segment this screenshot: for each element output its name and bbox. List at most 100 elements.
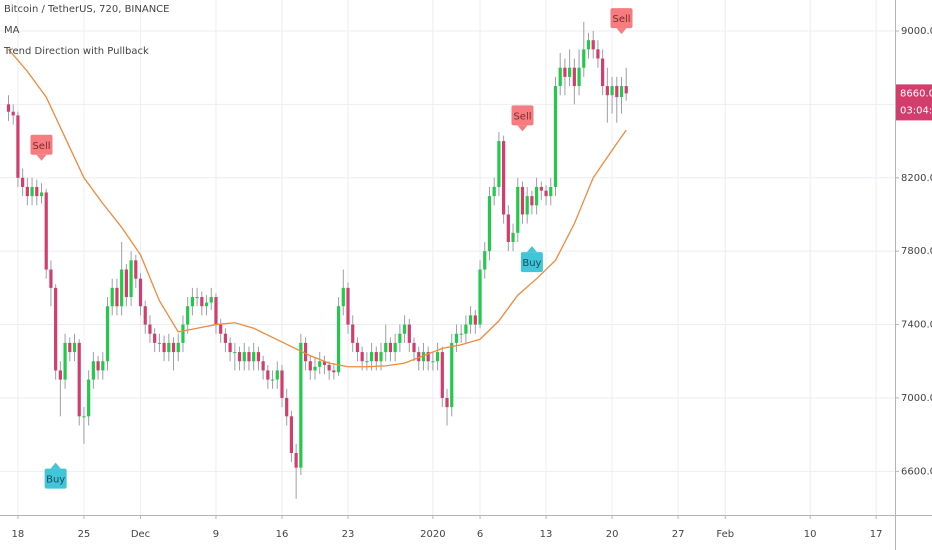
candle-body — [25, 186, 29, 197]
candle-body — [336, 306, 341, 373]
candle-body — [351, 324, 355, 343]
candle-body — [190, 297, 194, 307]
candle-body — [223, 333, 228, 343]
x-tick-label: 6 — [477, 529, 483, 540]
signal-arrow — [36, 154, 47, 161]
candle-body — [68, 342, 72, 353]
candle-body — [374, 352, 378, 362]
candle-body — [511, 232, 515, 242]
candle-body — [525, 196, 529, 215]
candle-body — [16, 115, 20, 178]
candle-body — [261, 361, 265, 371]
candle-body — [402, 324, 407, 334]
signal-arrow — [616, 28, 627, 35]
candle-body — [549, 186, 553, 197]
candle-body — [289, 416, 294, 453]
candle-body — [624, 86, 628, 94]
y-tick-label: 8200.00 — [901, 173, 932, 184]
candle-body — [200, 297, 204, 307]
candle-body — [360, 352, 364, 362]
candle-body — [582, 49, 586, 68]
candle-body — [568, 67, 572, 77]
candle-body — [473, 315, 477, 325]
candle-body — [6, 104, 11, 112]
x-tick-label: Dec — [131, 529, 150, 540]
candle-body — [39, 192, 44, 197]
candle-body — [440, 352, 444, 398]
candle-body — [209, 297, 213, 303]
candle-body — [148, 324, 152, 334]
candle-body — [82, 416, 86, 418]
plot: Sell Buy Sell Buy Sell — [6, 8, 633, 499]
ma-line — [7, 48, 627, 368]
candle-body — [431, 361, 435, 363]
candle-body — [105, 306, 110, 362]
candle-body — [143, 306, 147, 325]
candle-body — [586, 40, 591, 50]
y-tick-label: 7400.00 — [901, 320, 932, 331]
signal-label: Sell — [612, 14, 630, 25]
grid — [0, 0, 895, 515]
candle-body — [252, 352, 256, 362]
candle-body — [388, 342, 393, 353]
candle-body — [577, 67, 581, 87]
candle-body — [478, 269, 482, 325]
signal-box — [44, 468, 67, 489]
candle-body — [520, 186, 525, 215]
candle-body — [72, 342, 77, 353]
price-countdown: 03:04:12 — [900, 105, 932, 116]
candle-body — [530, 196, 534, 206]
candle-body — [167, 342, 171, 353]
candle-body — [294, 452, 298, 468]
candle-body — [242, 352, 246, 362]
signal-box — [520, 252, 543, 273]
x-tick-label: 17 — [870, 529, 883, 540]
candle-body — [204, 302, 209, 307]
candle-body — [464, 324, 468, 334]
candle-body — [87, 379, 91, 417]
candle-body — [77, 342, 81, 417]
candle-body — [610, 86, 614, 96]
signal-label: Buy — [46, 475, 65, 486]
candle-body — [233, 352, 237, 354]
x-tick-label: 25 — [78, 529, 91, 540]
candle-body — [615, 86, 619, 98]
candle-body — [219, 324, 223, 334]
candle-body — [134, 260, 138, 279]
signal-label: Sell — [32, 141, 50, 152]
candle-body — [153, 333, 157, 343]
candle-body — [421, 352, 426, 362]
y-tick-label: 9000.00 — [901, 26, 932, 37]
candle-body — [275, 370, 279, 380]
candle-body — [228, 342, 232, 353]
indicator-label: MA — [4, 25, 20, 36]
candle-body — [483, 251, 487, 270]
x-tick-label: 10 — [804, 529, 817, 540]
candle-body — [535, 186, 539, 206]
x-tick-label: 13 — [540, 529, 553, 540]
candle-body — [544, 190, 548, 197]
candle-body — [355, 342, 360, 353]
candle-body — [516, 186, 520, 233]
signal-box — [30, 134, 53, 155]
candle-body — [96, 361, 100, 371]
candle-body — [256, 352, 261, 362]
x-tick-label: 27 — [672, 529, 685, 540]
candle-body — [398, 333, 402, 343]
candle-body — [129, 260, 133, 298]
candle-body — [591, 40, 595, 50]
candle-body — [327, 364, 331, 371]
candle-body — [58, 370, 62, 380]
candle-body — [270, 379, 275, 381]
price-label: 8660.00 — [900, 88, 932, 99]
candle-body — [120, 269, 124, 307]
candle-body — [605, 86, 609, 96]
candle-body — [247, 352, 251, 362]
candle-body — [157, 342, 161, 344]
candle-body — [539, 186, 543, 191]
candle-body — [601, 58, 605, 87]
candle-body — [11, 111, 15, 116]
candle-body — [435, 352, 440, 362]
